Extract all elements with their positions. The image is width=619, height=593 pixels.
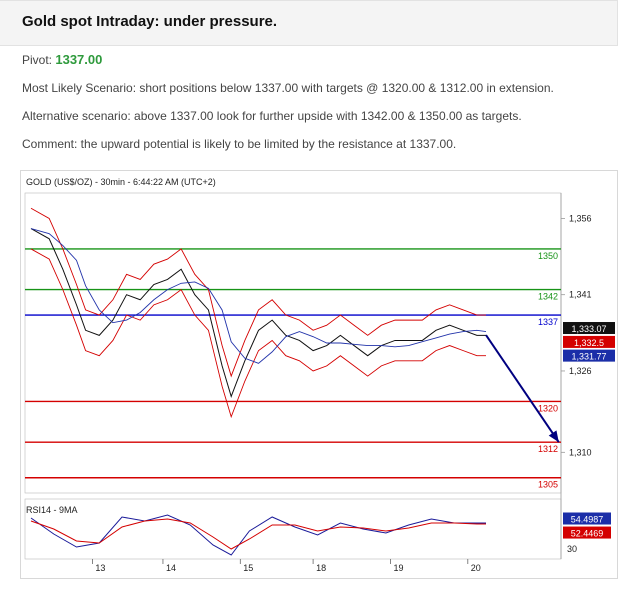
price-tag-label: 1,333.07 [571,324,606,334]
lower-band-line [30,248,486,419]
pivot-label: Pivot: [22,53,53,67]
price-tag-label: 1,331.77 [571,352,606,362]
level-label-1320: 1320 [538,403,558,413]
x-tick-label: 15 [243,563,253,573]
y-tick-label: 1,310 [569,447,592,457]
title-bar: Gold spot Intraday: under pressure. [0,0,618,46]
alternative-text: : above 1337.00 look for further upside … [127,109,522,123]
scenario-text: : short positions below 1337.00 with tar… [132,81,554,95]
x-tick-label: 18 [316,563,326,573]
page-title: Gold spot Intraday: under pressure. [22,13,278,30]
y-tick-label: 1,341 [569,290,592,300]
price-tag-last [563,322,615,335]
rsi-value-tag [563,512,611,525]
level-label-1305: 1305 [538,480,558,490]
level-label-1312: 1312 [538,444,558,454]
pivot-line: Pivot: 1337.00 [22,52,102,67]
alternative-line: Alternative scenario: above 1337.00 look… [22,109,522,123]
alternative-label: Alternative scenario [22,109,128,123]
price-tag-upper [563,335,615,348]
x-tick-label: 20 [471,563,481,573]
x-tick-label: 13 [95,563,105,573]
rsi-y-tick-label: 30 [567,544,577,554]
y-tick-label: 1,356 [569,213,592,223]
level-label-1342: 1342 [538,292,558,302]
comment-label: Comment [22,137,75,151]
rsi-label: RSI14 - 9MA [26,505,78,515]
pivot-value: 1337.00 [55,52,103,67]
price-tag-label: 1,332.5 [574,338,604,348]
main-plot-frame [24,192,562,494]
forecast-arrow-head [548,430,559,443]
price-chart: GOLD (US$/OZ) - 30min - 6:44:22 AM (UTC+… [24,177,615,573]
rsi-series-line [30,514,486,556]
rsi-plot-frame [24,498,562,560]
level-label-1337: 1337 [538,317,558,327]
rsi-value-label: 54.4987 [571,515,604,525]
price-chart-panel: GOLD (US$/OZ) - 30min - 6:44:22 AM (UTC+… [20,170,618,579]
price-tag-lower [563,349,615,362]
rsi-value-label: 52.4469 [571,529,604,539]
comment-text: : the upward potential is likely to be l… [74,137,457,151]
comment-line: Comment: the upward potential is likely … [22,137,456,151]
y-tick-label: 1,326 [569,366,592,376]
x-tick-label: 19 [393,563,403,573]
chart-title: GOLD (US$/OZ) - 30min - 6:44:22 AM (UTC+… [26,177,216,187]
rsi-value-tag [563,526,611,539]
x-tick-label: 14 [166,563,176,573]
moving-average-line [30,228,487,364]
forecast-arrow-line [485,334,560,443]
price-series-line [30,228,486,398]
scenario-label: Most Likely Scenario [22,81,133,95]
scenario-line: Most Likely Scenario: short positions be… [22,81,554,95]
upper-band-line [30,207,486,378]
rsi-ma-line [30,518,486,550]
level-label-1350: 1350 [538,251,558,261]
